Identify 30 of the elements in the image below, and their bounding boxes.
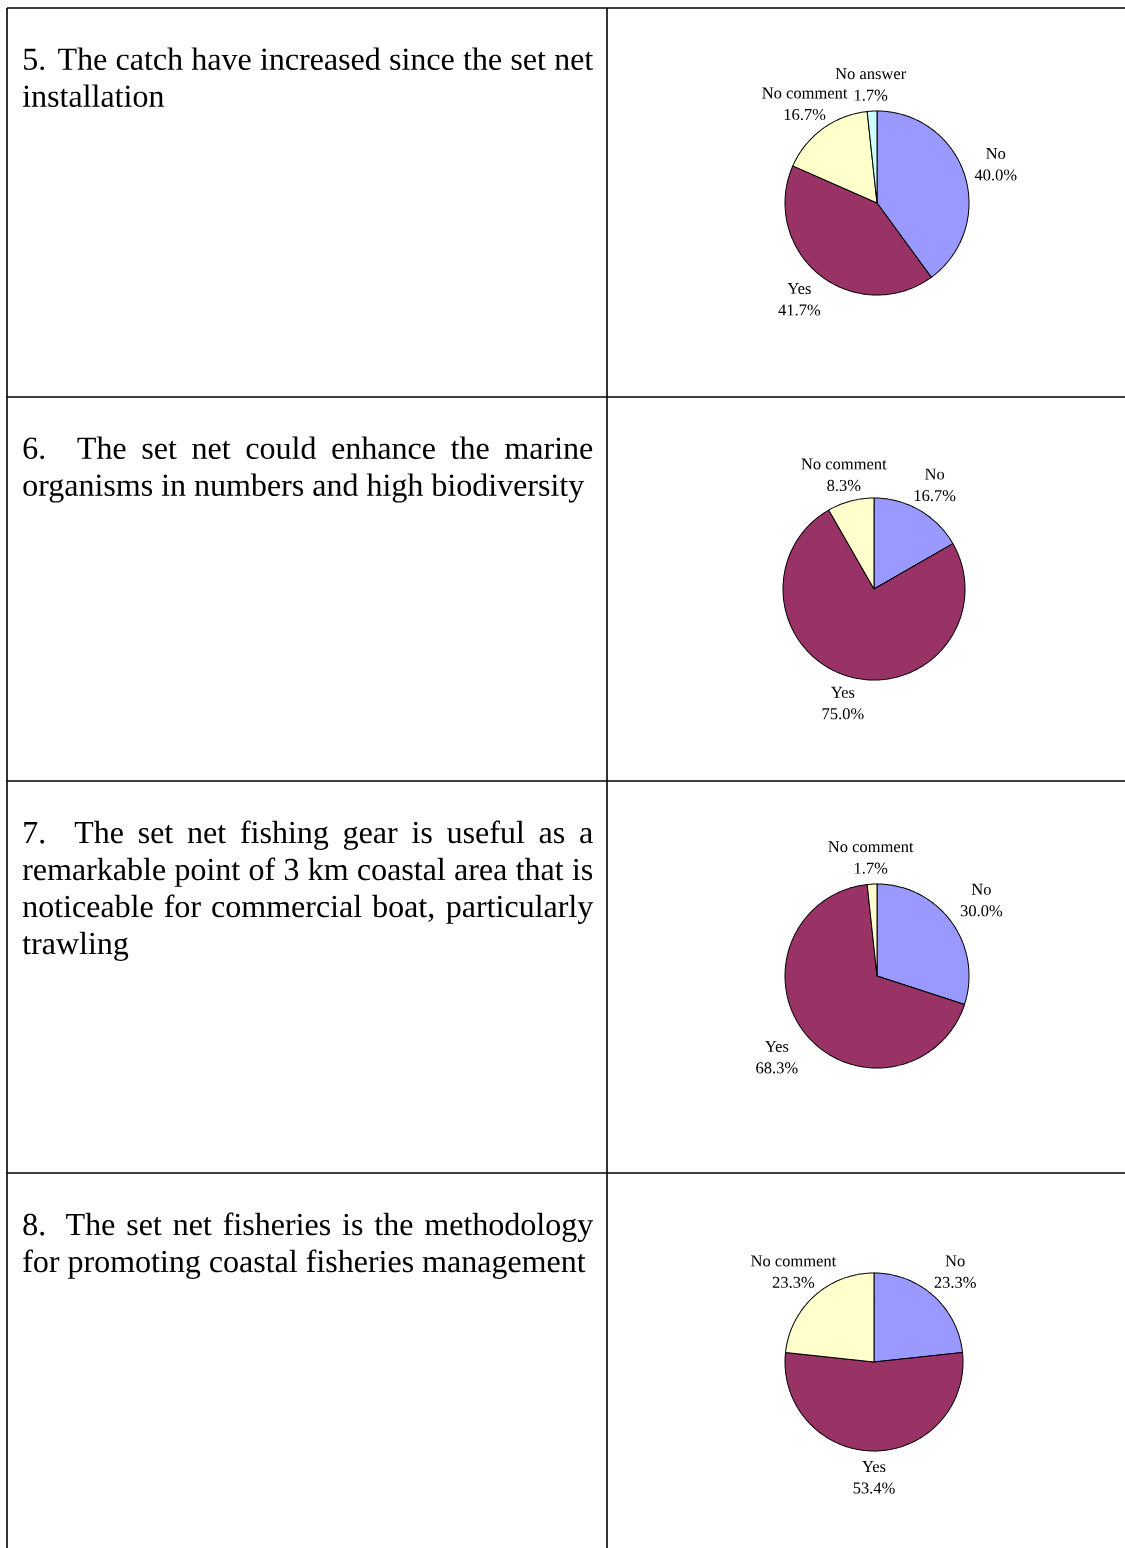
data-label: 16.7% xyxy=(784,108,826,121)
data-label: 23.3% xyxy=(934,1276,976,1289)
data-label: 1.7% xyxy=(854,89,888,101)
slice-label: Yes xyxy=(787,283,811,295)
slice-label: No xyxy=(971,883,991,895)
data-label: 23.3% xyxy=(772,1276,815,1289)
slice-label: Yes xyxy=(862,1461,886,1473)
text: 6. The set net could enhance the marine organisms in numbers and high biodiversity xyxy=(23,436,593,503)
slice-label: No xyxy=(986,148,1006,160)
slice-label: No answer xyxy=(835,68,907,80)
data-label: 68.3% xyxy=(756,1062,798,1074)
slice-label: No xyxy=(945,1255,965,1267)
text: 5. The catch have increased since the set net installation xyxy=(22,47,594,108)
text: 7. The set net fishing gear is useful as a remarkable point of 3 km coastal area that is noticeable for commercial boat, particularly trawling xyxy=(22,820,594,961)
data-label: 40.0% xyxy=(974,169,1017,181)
data-label: 30.0% xyxy=(960,905,1003,917)
data-label: 1.7% xyxy=(854,862,888,874)
data-label: 53.4% xyxy=(853,1482,895,1494)
text: 8. The set net fisheries is the methodology for promoting coastal fisheries management xyxy=(23,1212,594,1279)
slice-label: No comment xyxy=(762,87,848,99)
slice-label: No comment xyxy=(801,458,887,470)
data-label: 75.0% xyxy=(822,708,864,720)
slice-label: Yes xyxy=(765,1040,789,1052)
data-label: 8.3% xyxy=(827,479,861,492)
slice-label: No xyxy=(925,468,945,480)
slice-label: No comment xyxy=(751,1255,837,1267)
data-label: 41.7% xyxy=(778,304,821,316)
slice-label: No comment xyxy=(828,841,914,853)
slice-label: Yes xyxy=(831,686,855,698)
data-label: 16.7% xyxy=(914,489,956,502)
